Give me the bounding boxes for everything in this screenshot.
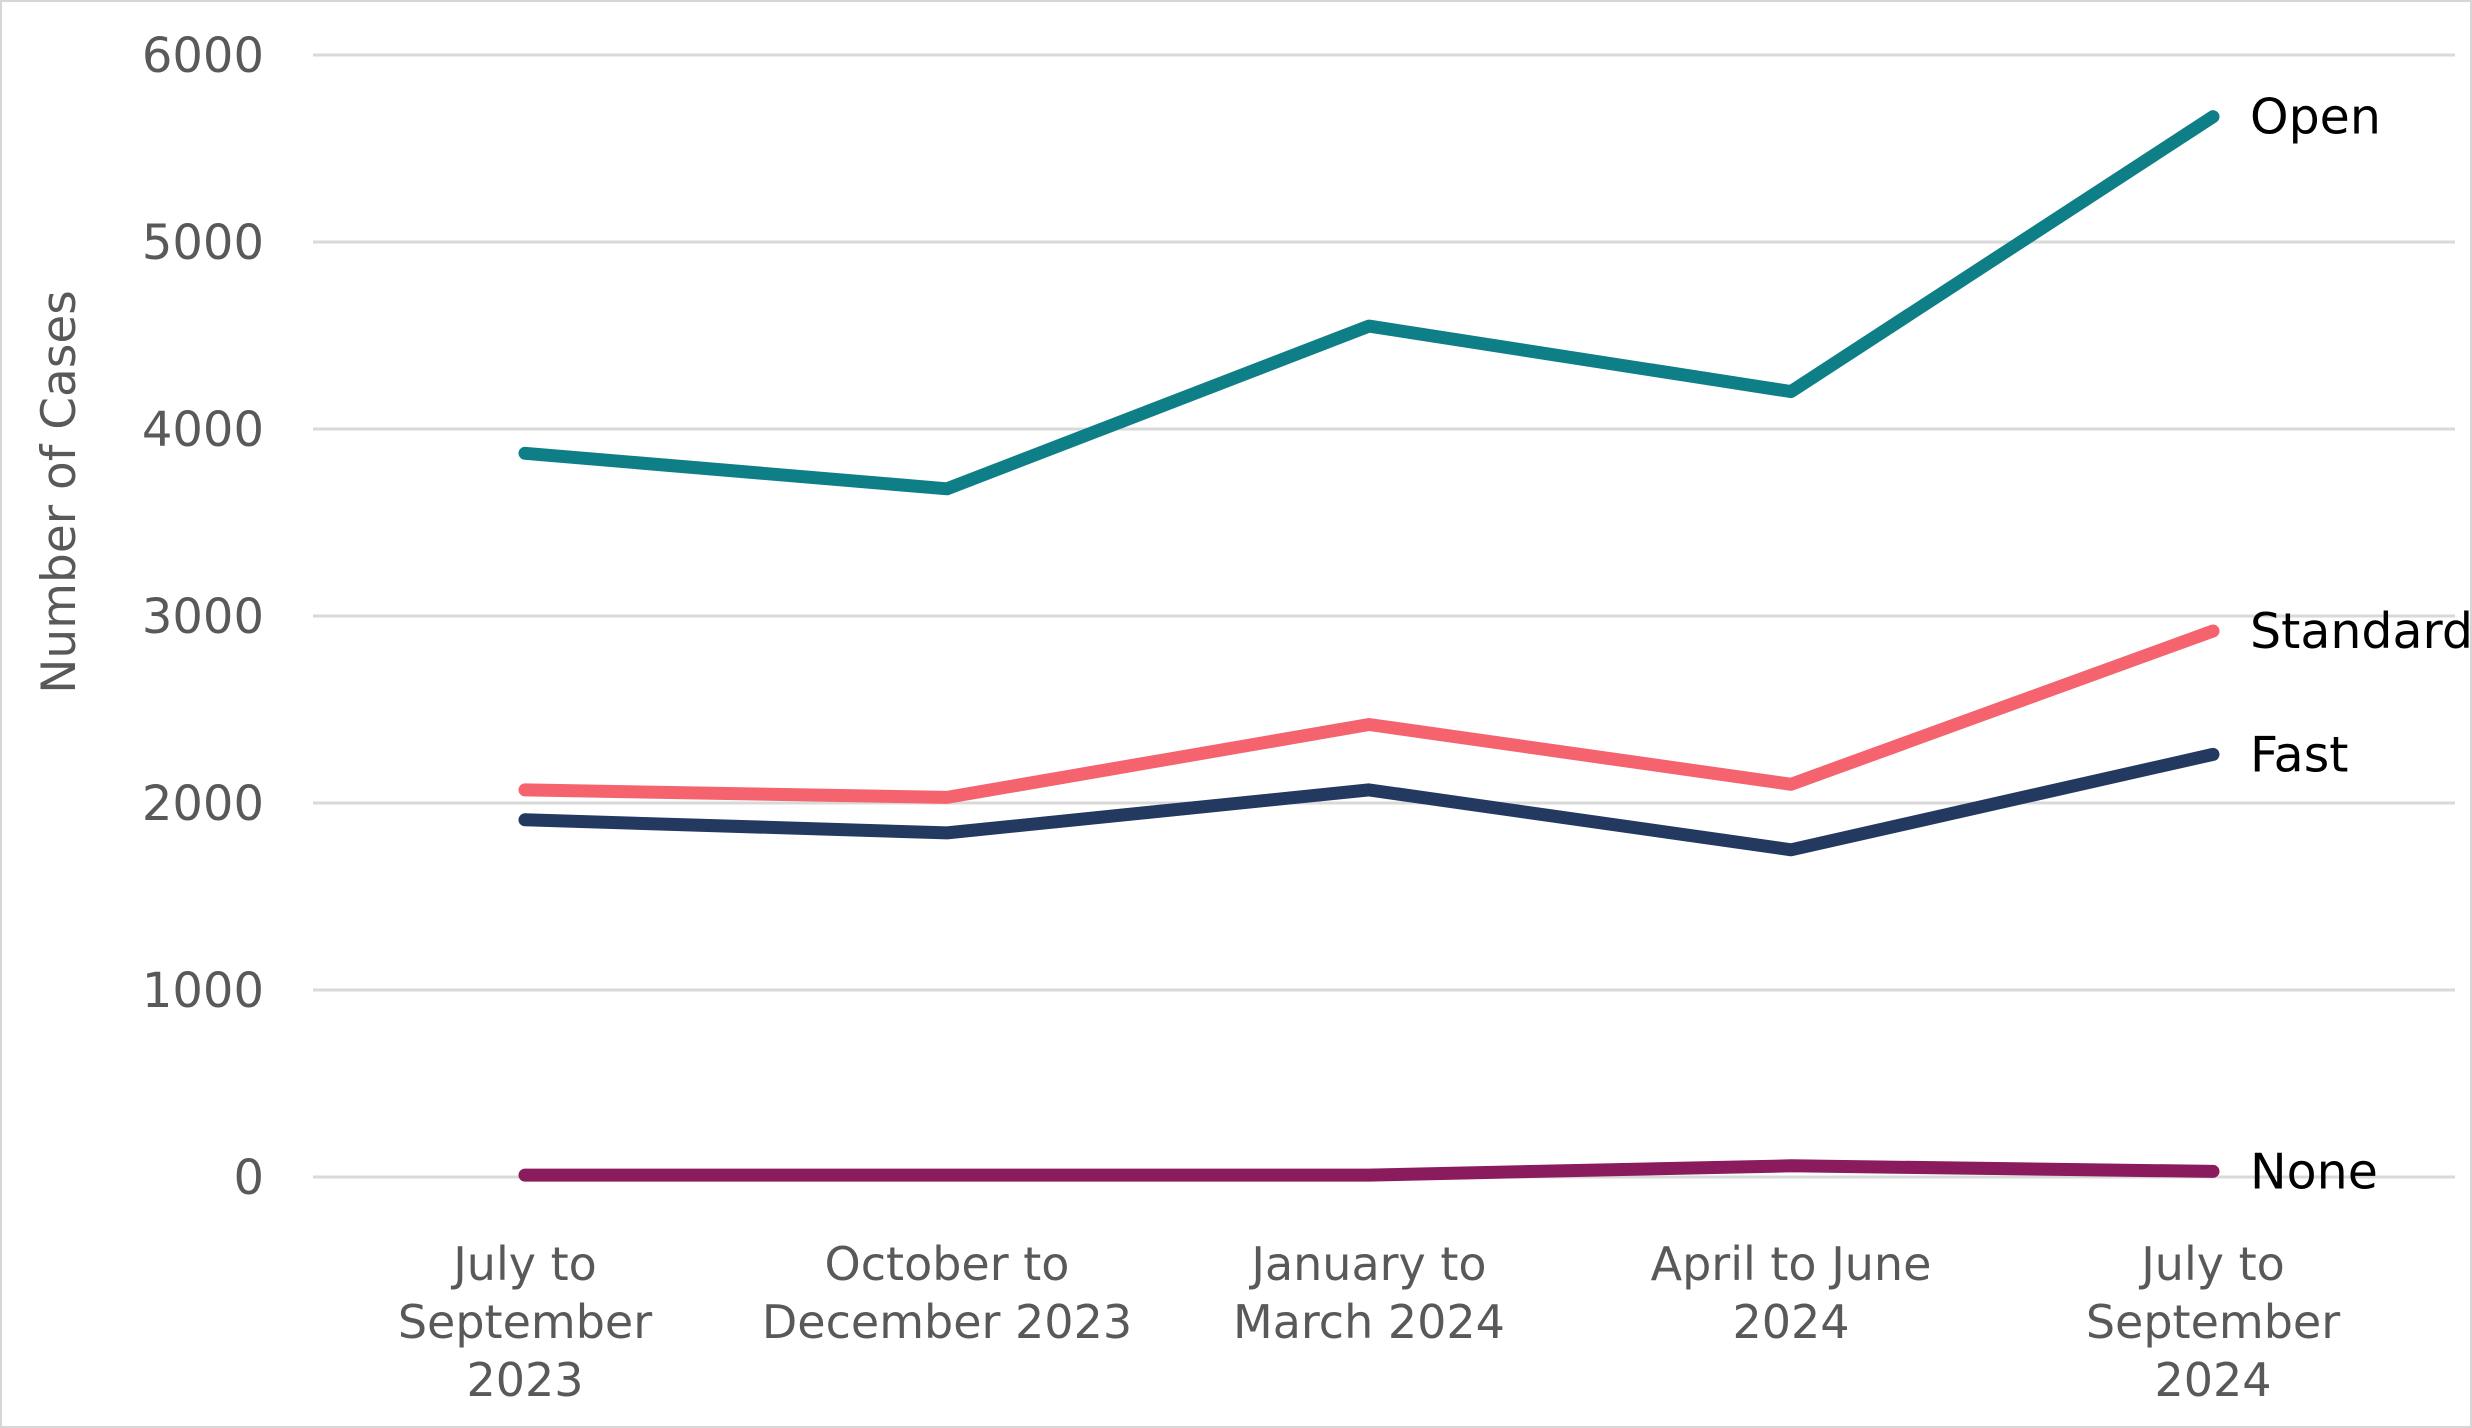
y-tick-label: 1000	[142, 963, 264, 1019]
series-end-label-standard: Standard	[2250, 603, 2470, 660]
y-tick-label: 2000	[142, 776, 264, 832]
y-axis-title: Number of Cases	[32, 290, 87, 694]
gridline-layer	[313, 53, 2455, 1179]
x-tick-label: July to September 2024	[2086, 1237, 2340, 1407]
series-line-none	[518, 1159, 2220, 1182]
series-end-label-open: Open	[2250, 89, 2381, 146]
x-tick-label: July to September 2023	[398, 1237, 652, 1407]
y-tick-label: 4000	[142, 402, 264, 458]
y-tick-label: 3000	[142, 589, 264, 645]
x-tick-label: January to March 2024	[1233, 1237, 1505, 1349]
y-axis-tick-labels: 0 1000 2000 3000 4000 5000 6000	[142, 28, 264, 1206]
series-end-labels: Open Standard Fast None	[2250, 89, 2470, 1201]
series-line-fast	[518, 747, 2220, 857]
x-tick-label: October to December 2023	[762, 1237, 1132, 1349]
x-axis-tick-labels: July to September 2023 October to December 2…	[398, 1237, 2340, 1407]
series-line-open	[518, 110, 2220, 496]
y-tick-label: 0	[233, 1150, 264, 1206]
x-tick-label: April to June 2024	[1651, 1237, 1932, 1349]
series-lines	[518, 110, 2220, 1182]
series-line-standard	[518, 624, 2220, 804]
y-tick-label: 5000	[142, 215, 264, 271]
series-end-label-none: None	[2250, 1143, 2378, 1200]
y-tick-label: 6000	[142, 28, 264, 84]
series-end-label-fast: Fast	[2250, 726, 2348, 783]
